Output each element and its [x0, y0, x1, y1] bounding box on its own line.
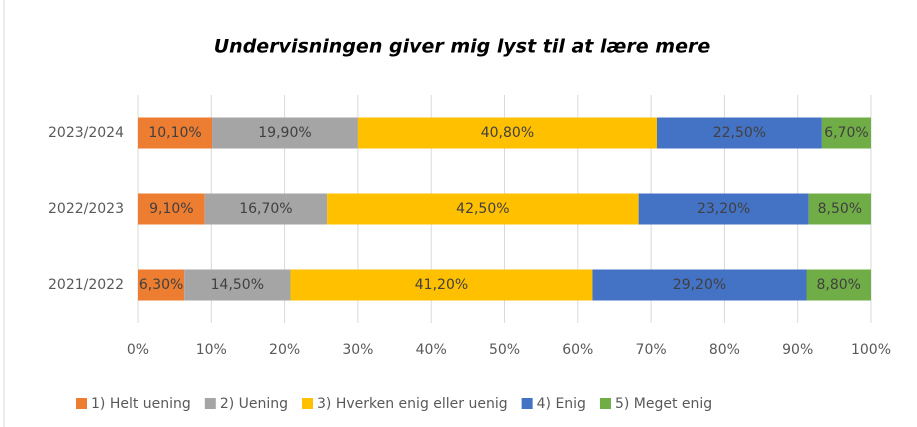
value-label: 10,10%	[148, 125, 201, 141]
y-tick-label: 2023/2024	[48, 125, 124, 141]
legend-swatch	[521, 398, 533, 409]
value-label: 23,20%	[697, 201, 750, 217]
x-tick-label: 100%	[851, 342, 891, 358]
value-label: 9,10%	[149, 201, 193, 217]
x-tick-label: 20%	[269, 342, 300, 358]
bar-segment	[290, 269, 593, 301]
legend-label: 2) Uening	[220, 396, 288, 412]
legend-label: 5) Meget enig	[615, 396, 712, 412]
bar-segment	[357, 117, 657, 149]
value-label: 19,90%	[258, 125, 311, 141]
bar-segment	[592, 269, 807, 301]
legend-swatch	[302, 398, 314, 409]
bar-segment	[184, 269, 291, 301]
x-tick-label: 0%	[127, 342, 149, 358]
value-label: 6,70%	[824, 125, 868, 141]
value-label: 29,20%	[673, 277, 726, 293]
legend-swatch	[204, 398, 216, 409]
chart-title: Undervisningen giver mig lyst til at lær…	[214, 36, 711, 58]
bar-segment	[806, 269, 871, 301]
legend-label: 1) Helt uening	[91, 396, 191, 412]
value-label: 40,80%	[481, 125, 534, 141]
bar-segment	[808, 193, 871, 225]
bar-segment	[138, 117, 213, 149]
bar-segment	[212, 117, 358, 149]
y-tick-label: 2022/2023	[48, 201, 124, 217]
legend-label: 4) Enig	[537, 396, 586, 412]
y-tick-label: 2021/2022	[48, 277, 124, 293]
value-label: 42,50%	[456, 201, 509, 217]
value-label: 6,30%	[139, 277, 183, 293]
x-tick-label: 50%	[489, 342, 520, 358]
bar-segment	[638, 193, 809, 225]
x-tick-label: 40%	[416, 342, 447, 358]
x-tick-label: 80%	[709, 342, 740, 358]
legend-swatch	[599, 398, 611, 409]
x-tick-label: 30%	[342, 342, 373, 358]
value-label: 8,80%	[817, 277, 861, 293]
legend-swatch	[76, 398, 87, 409]
bar-segment	[656, 117, 822, 149]
x-tick-label: 90%	[782, 342, 813, 358]
value-label: 41,20%	[415, 277, 468, 293]
x-tick-label: 10%	[196, 342, 227, 358]
bar-segment	[138, 193, 205, 225]
x-tick-label: 60%	[562, 342, 593, 358]
value-label: 14,50%	[211, 277, 264, 293]
bar-segment	[204, 193, 328, 225]
value-label: 22,50%	[713, 125, 766, 141]
bar-segment	[821, 117, 871, 149]
bar-segment	[138, 269, 185, 301]
bar-segment	[327, 193, 639, 225]
value-label: 16,70%	[239, 201, 292, 217]
legend-label: 3) Hverken enig eller uenig	[317, 396, 508, 412]
value-label: 8,50%	[818, 201, 862, 217]
x-tick-label: 70%	[636, 342, 667, 358]
